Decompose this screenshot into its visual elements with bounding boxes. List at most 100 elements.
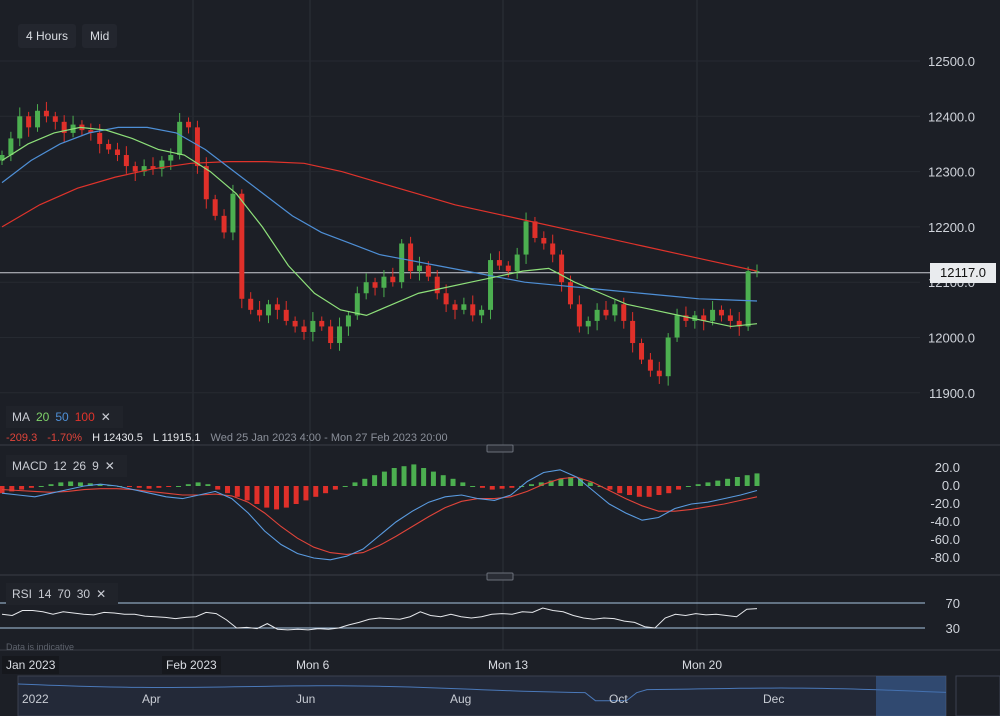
disclaimer: Data is indicative xyxy=(6,642,75,652)
macd-histogram-bar xyxy=(372,475,378,486)
macd-histogram-bar xyxy=(175,486,181,487)
price-tick: 11900.0 xyxy=(929,386,975,401)
macd-histogram-bar xyxy=(362,478,368,486)
macd-histogram-bar xyxy=(215,486,221,490)
macd-histogram-bar xyxy=(646,486,652,497)
macd-histogram-bar xyxy=(244,486,250,501)
macd-histogram-bar xyxy=(627,486,633,495)
candle-body xyxy=(408,243,414,272)
macd-histogram-bar xyxy=(323,486,329,494)
macd-histogram-bar xyxy=(283,486,289,508)
macd-tick: 20.0 xyxy=(935,460,960,475)
close-icon[interactable]: ✕ xyxy=(96,587,107,601)
candle-body xyxy=(354,293,360,316)
macd-tick: 0.0 xyxy=(942,478,960,493)
candle-body xyxy=(17,116,23,139)
candle-body xyxy=(265,304,271,316)
candle-body xyxy=(585,320,591,327)
close-icon[interactable]: ✕ xyxy=(100,410,111,424)
macd-histogram-bar xyxy=(411,464,417,486)
macd-histogram-bar xyxy=(19,486,25,490)
macd-histogram-bar xyxy=(352,482,358,486)
price-tick: 12500.0 xyxy=(928,54,975,69)
macd-histogram-bar xyxy=(28,486,34,488)
candle-body xyxy=(399,243,405,283)
macd-histogram-bar xyxy=(430,471,436,486)
candle-body xyxy=(745,271,751,327)
candle-body xyxy=(692,315,698,321)
macd-histogram-bar xyxy=(205,484,211,486)
high-value: H 12430.5 xyxy=(92,432,143,444)
candle-body xyxy=(283,309,289,321)
candle-body xyxy=(372,282,378,288)
navigator-label: Oct xyxy=(609,692,628,706)
candle-body xyxy=(754,271,760,273)
macd-histogram-bar xyxy=(381,471,387,486)
navigator-label: 2022 xyxy=(22,692,49,706)
macd-histogram-bar xyxy=(313,486,319,497)
macd-histogram-bar xyxy=(274,486,280,510)
navigator-label: Apr xyxy=(142,692,161,706)
macd-histogram-bar xyxy=(166,486,172,487)
candle-body xyxy=(26,116,32,128)
macd-histogram-bar xyxy=(538,482,544,486)
candle-body xyxy=(514,254,520,272)
macd-histogram-bar xyxy=(450,478,456,486)
candle-body xyxy=(656,370,662,377)
macd-line xyxy=(1,469,758,561)
macd-histogram-bar xyxy=(607,486,613,490)
ma100-label: 100 xyxy=(74,410,95,424)
candle-body xyxy=(141,166,147,172)
date-range: Wed 25 Jan 2023 4:00 - Mon 27 Feb 2023 2… xyxy=(210,432,448,444)
candle-body xyxy=(674,315,680,338)
macd-histogram-bar xyxy=(254,486,260,504)
macd-histogram-bar xyxy=(293,486,299,504)
x-label: Feb 2023 xyxy=(162,656,221,674)
macd-histogram-bar xyxy=(440,475,446,486)
candle-body xyxy=(248,298,254,310)
candle-body xyxy=(212,199,218,216)
candle-body xyxy=(488,260,494,310)
macd-histogram-bar xyxy=(185,484,191,486)
candle-body xyxy=(257,309,263,316)
navigator-label: Dec xyxy=(763,692,785,706)
price-tick: 12400.0 xyxy=(928,109,975,124)
x-label: Mon 13 xyxy=(488,658,529,672)
candle-body xyxy=(381,276,387,288)
price-tick: 12200.0 xyxy=(928,220,975,235)
candle-body xyxy=(221,215,227,233)
price-type-button[interactable]: Mid xyxy=(82,24,118,48)
macd-histogram-bar xyxy=(705,482,711,486)
macd-histogram-bar xyxy=(470,486,476,487)
navigator-scroll-area xyxy=(955,675,1000,716)
candle-body xyxy=(727,315,733,321)
close-icon[interactable]: ✕ xyxy=(104,459,115,473)
ma50-label: 50 xyxy=(55,410,69,424)
candle-body xyxy=(443,293,449,305)
candle-body xyxy=(736,320,742,327)
macd-histogram-bar xyxy=(666,486,672,494)
candle-body xyxy=(647,359,653,371)
candle-body xyxy=(132,166,138,172)
macd-histogram-bar xyxy=(303,486,309,501)
candle-body xyxy=(479,309,485,316)
candle-body xyxy=(274,304,280,310)
navigator-selection xyxy=(876,676,946,716)
candle-body xyxy=(52,116,58,122)
candle-body xyxy=(452,304,458,310)
macd-p3: 9 xyxy=(92,459,99,473)
candle-body xyxy=(186,121,192,128)
x-label: Mon 6 xyxy=(296,658,330,672)
macd-histogram-bar xyxy=(734,477,740,486)
candle-body xyxy=(150,166,156,169)
macd-histogram-bar xyxy=(68,481,74,486)
candle-body xyxy=(461,304,467,310)
macd-legend: MACD 12 26 9 ✕ xyxy=(6,455,127,477)
x-label: Jan 2023 xyxy=(2,656,60,674)
candle-body xyxy=(425,265,431,277)
low-value: L 11915.1 xyxy=(152,432,201,444)
interval-button[interactable]: 4 Hours xyxy=(18,24,77,48)
candle-body xyxy=(292,320,298,327)
